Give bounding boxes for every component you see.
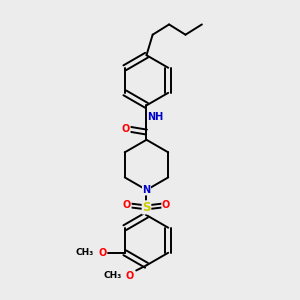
Text: NH: NH	[148, 112, 164, 122]
Text: S: S	[142, 201, 151, 214]
Text: O: O	[126, 271, 134, 281]
Text: O: O	[98, 248, 106, 258]
Text: O: O	[162, 200, 170, 210]
Text: CH₃: CH₃	[103, 271, 122, 280]
Text: O: O	[122, 124, 130, 134]
Text: O: O	[123, 200, 131, 210]
Text: CH₃: CH₃	[76, 248, 94, 257]
Text: N: N	[142, 185, 151, 195]
